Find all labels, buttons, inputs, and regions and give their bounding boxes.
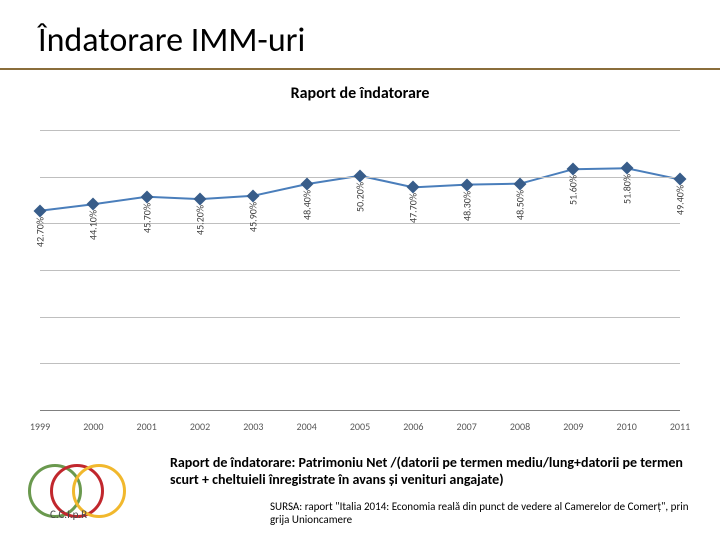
data-label: 45.90% — [247, 202, 260, 235]
data-label: 50.20% — [354, 182, 367, 215]
x-axis-label: 2011 — [656, 420, 705, 433]
data-label: 45.20% — [194, 205, 207, 238]
title-underline — [0, 68, 720, 70]
data-label: 51.60% — [567, 175, 580, 208]
x-axis-label: 2006 — [389, 420, 438, 433]
data-label: 48.40% — [300, 190, 313, 223]
data-label: 48.30% — [460, 191, 473, 224]
x-axis-label: 2004 — [282, 420, 331, 433]
logo-label: C.C.I.p.R — [50, 508, 87, 521]
x-axis-label: 1999 — [16, 420, 65, 433]
data-label: 45.70% — [140, 203, 153, 236]
data-label: 44.10% — [87, 210, 100, 243]
x-axis-label: 2010 — [602, 420, 651, 433]
x-axis-label: 2007 — [442, 420, 491, 433]
page-title: Îndatorare IMM-uri — [38, 20, 305, 61]
data-label: 51.80% — [620, 174, 633, 207]
x-axis-label: 2003 — [229, 420, 278, 433]
x-axis-label: 2005 — [336, 420, 385, 433]
data-labels: 42.70%44.10%45.70%45.20%45.90%48.40%50.2… — [40, 130, 680, 410]
data-label: 48.50% — [514, 190, 527, 223]
logo: C.C.I.p.R — [28, 458, 128, 520]
data-label: 47.70% — [407, 193, 420, 226]
data-label: 49.40% — [674, 185, 687, 218]
x-axis-label: 2002 — [176, 420, 225, 433]
data-label: 42.70% — [34, 217, 47, 250]
footer-source: SURSA: raport "Italia 2014: Economia rea… — [270, 500, 710, 526]
x-axis-label: 2000 — [69, 420, 118, 433]
x-axis-label: 2001 — [122, 420, 171, 433]
x-axis-label: 2009 — [549, 420, 598, 433]
chart-title: Raport de îndatorare — [0, 84, 720, 103]
x-axis-label: 2008 — [496, 420, 545, 433]
footer-definition: Raport de îndatorare: Patrimoniu Net /(d… — [170, 455, 710, 489]
